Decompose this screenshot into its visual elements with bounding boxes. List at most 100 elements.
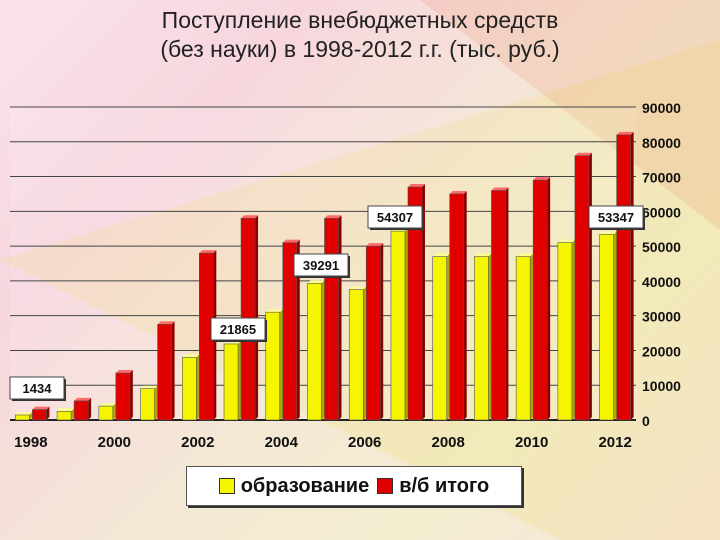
bar-education: [390, 230, 406, 421]
bar-education: [432, 256, 448, 421]
bar-total-side: [630, 131, 634, 421]
data-label: 1434: [23, 381, 53, 396]
bar-education: [515, 256, 531, 421]
y-tick-label: 40000: [642, 274, 681, 290]
y-tick-label: 20000: [642, 343, 681, 359]
bar-total: [616, 134, 631, 421]
bar-total-top: [32, 406, 50, 410]
bar-education-side: [446, 253, 450, 420]
bar-education: [307, 283, 322, 421]
bar-education: [265, 311, 281, 421]
bar-education: [557, 242, 573, 421]
bar-total-top: [115, 370, 133, 374]
legend-item-education: образование: [218, 474, 370, 498]
y-tick-label: 50000: [642, 239, 681, 255]
bar-education-side: [112, 403, 116, 420]
data-label: 54307: [377, 210, 413, 225]
bar-total: [491, 190, 506, 421]
bar-total-top: [449, 190, 467, 194]
bar-total: [532, 179, 548, 421]
bar-education-side: [571, 239, 575, 420]
data-label-box: [9, 376, 65, 400]
bar-education: [56, 411, 72, 421]
legend-swatch-total: [377, 478, 394, 494]
bar-education-side: [196, 354, 200, 420]
bar-total-top: [282, 239, 300, 243]
bar-education-side: [363, 286, 367, 420]
data-label-box: [588, 205, 644, 229]
x-tick-label: 2002: [181, 434, 214, 451]
bar-education-side: [238, 340, 242, 420]
legend: образование в/б итого: [186, 466, 522, 506]
bar-education-side: [29, 412, 33, 420]
bar-education: [182, 357, 197, 421]
bar-education: [348, 289, 364, 421]
bar-education-side: [154, 385, 158, 420]
bar-education-top: [557, 239, 575, 243]
x-tick-label: 2008: [432, 434, 465, 451]
bar-education-top: [57, 408, 75, 412]
bar-total-top: [407, 183, 425, 187]
data-label-box: [367, 205, 423, 229]
bar-total-side: [380, 243, 384, 420]
bar-total-side: [421, 183, 425, 420]
x-tick-label: 2004: [265, 434, 299, 451]
bar-total-top: [157, 321, 175, 325]
bar-total-side: [88, 397, 92, 420]
bar-education-top: [599, 231, 617, 235]
bar-education: [474, 256, 489, 421]
data-label: 39291: [303, 258, 339, 273]
bar-education-top: [265, 309, 283, 313]
bar-total-top: [241, 215, 259, 219]
data-label: 53347: [598, 210, 634, 225]
x-tick-label: 2010: [515, 434, 548, 451]
bar-total: [407, 186, 423, 421]
bar-total-top: [574, 152, 592, 156]
bar-education-top: [15, 412, 33, 416]
bar-education-side: [321, 280, 325, 420]
bar-total: [73, 400, 89, 421]
data-label-box: [210, 317, 266, 341]
data-label: 21865: [220, 322, 256, 337]
bar-education: [599, 234, 614, 421]
bar-total-top: [366, 243, 384, 247]
y-tick-label: 60000: [642, 204, 681, 220]
y-tick-label: 80000: [642, 135, 681, 151]
y-tick-label: 10000: [642, 378, 681, 394]
legend-item-total: в/б итого: [377, 475, 489, 498]
bar-education: [15, 414, 30, 421]
bar-education-top: [98, 403, 116, 407]
bar-total-side: [338, 215, 342, 420]
bar-education-top: [349, 286, 367, 290]
y-tick-label: 30000: [642, 309, 681, 325]
bar-education-side: [404, 228, 408, 420]
bar-total-top: [324, 215, 342, 219]
bar-education-top: [140, 385, 158, 389]
bar-education: [223, 343, 239, 421]
bar-education-side: [488, 253, 492, 420]
bar-total-top: [616, 131, 634, 135]
x-tick-label: 1998: [14, 434, 47, 451]
legend-label-education: образование: [240, 474, 370, 497]
bar-education-side: [530, 253, 534, 420]
bar-total-side: [463, 190, 467, 420]
bar-education-top: [516, 253, 534, 257]
bar-total: [32, 409, 47, 421]
legend-swatch-education: [218, 478, 235, 494]
title-line-1: Поступление внебюджетных средств: [161, 7, 559, 33]
y-tick-label: 0: [642, 413, 650, 429]
chart-title: Поступление внебюджетных средств (без на…: [0, 6, 720, 64]
bar-education: [140, 388, 155, 421]
bar-education-top: [182, 354, 200, 358]
bar-total-side: [171, 321, 175, 420]
x-tick-label: 2000: [98, 434, 131, 451]
bar-total-top: [199, 250, 217, 254]
bar-education-top: [432, 253, 450, 257]
data-label-box: [293, 253, 349, 277]
bar-education-side: [613, 231, 617, 420]
bar-total: [282, 242, 298, 421]
legend-label-total: в/б итого: [399, 474, 490, 497]
bar-education-top: [307, 280, 325, 284]
bar-total: [324, 217, 339, 421]
